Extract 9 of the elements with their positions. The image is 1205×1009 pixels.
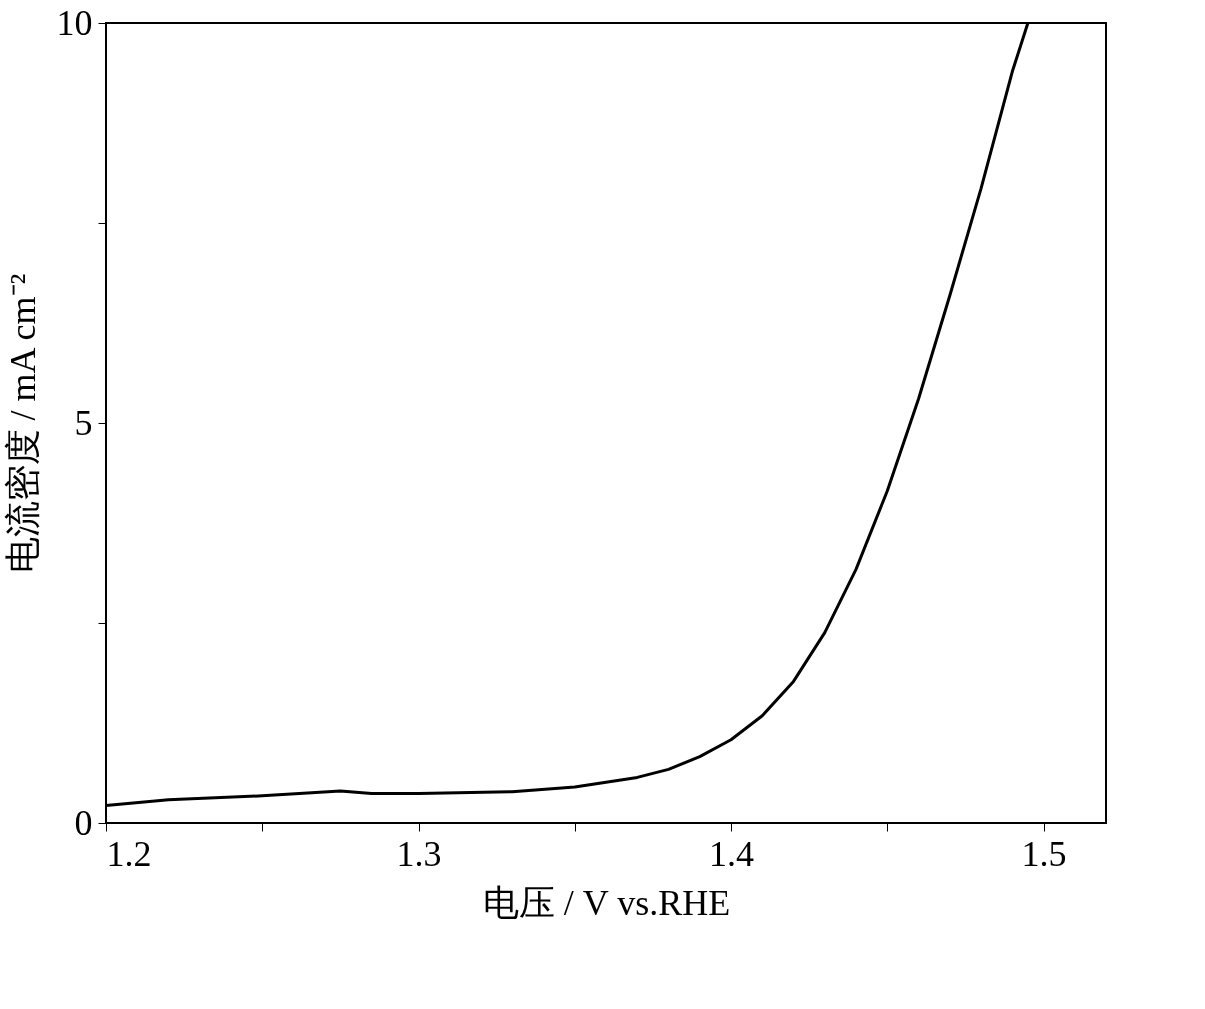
x-tick-label: 1.5 [1021, 833, 1067, 874]
x-axis-title: 电压 / V vs.RHE [482, 882, 731, 923]
x-tick-label: 1.3 [396, 833, 442, 874]
x-tick-label: 1.4 [709, 833, 754, 874]
y-tick-label: 10 [56, 2, 93, 43]
y-tick-label: 0 [74, 802, 93, 843]
x-tick-label: 1.2 [106, 833, 152, 874]
y-tick-label: 5 [74, 402, 93, 443]
y-axis-title: 电流密度 / mA cm⁻² [2, 273, 43, 574]
